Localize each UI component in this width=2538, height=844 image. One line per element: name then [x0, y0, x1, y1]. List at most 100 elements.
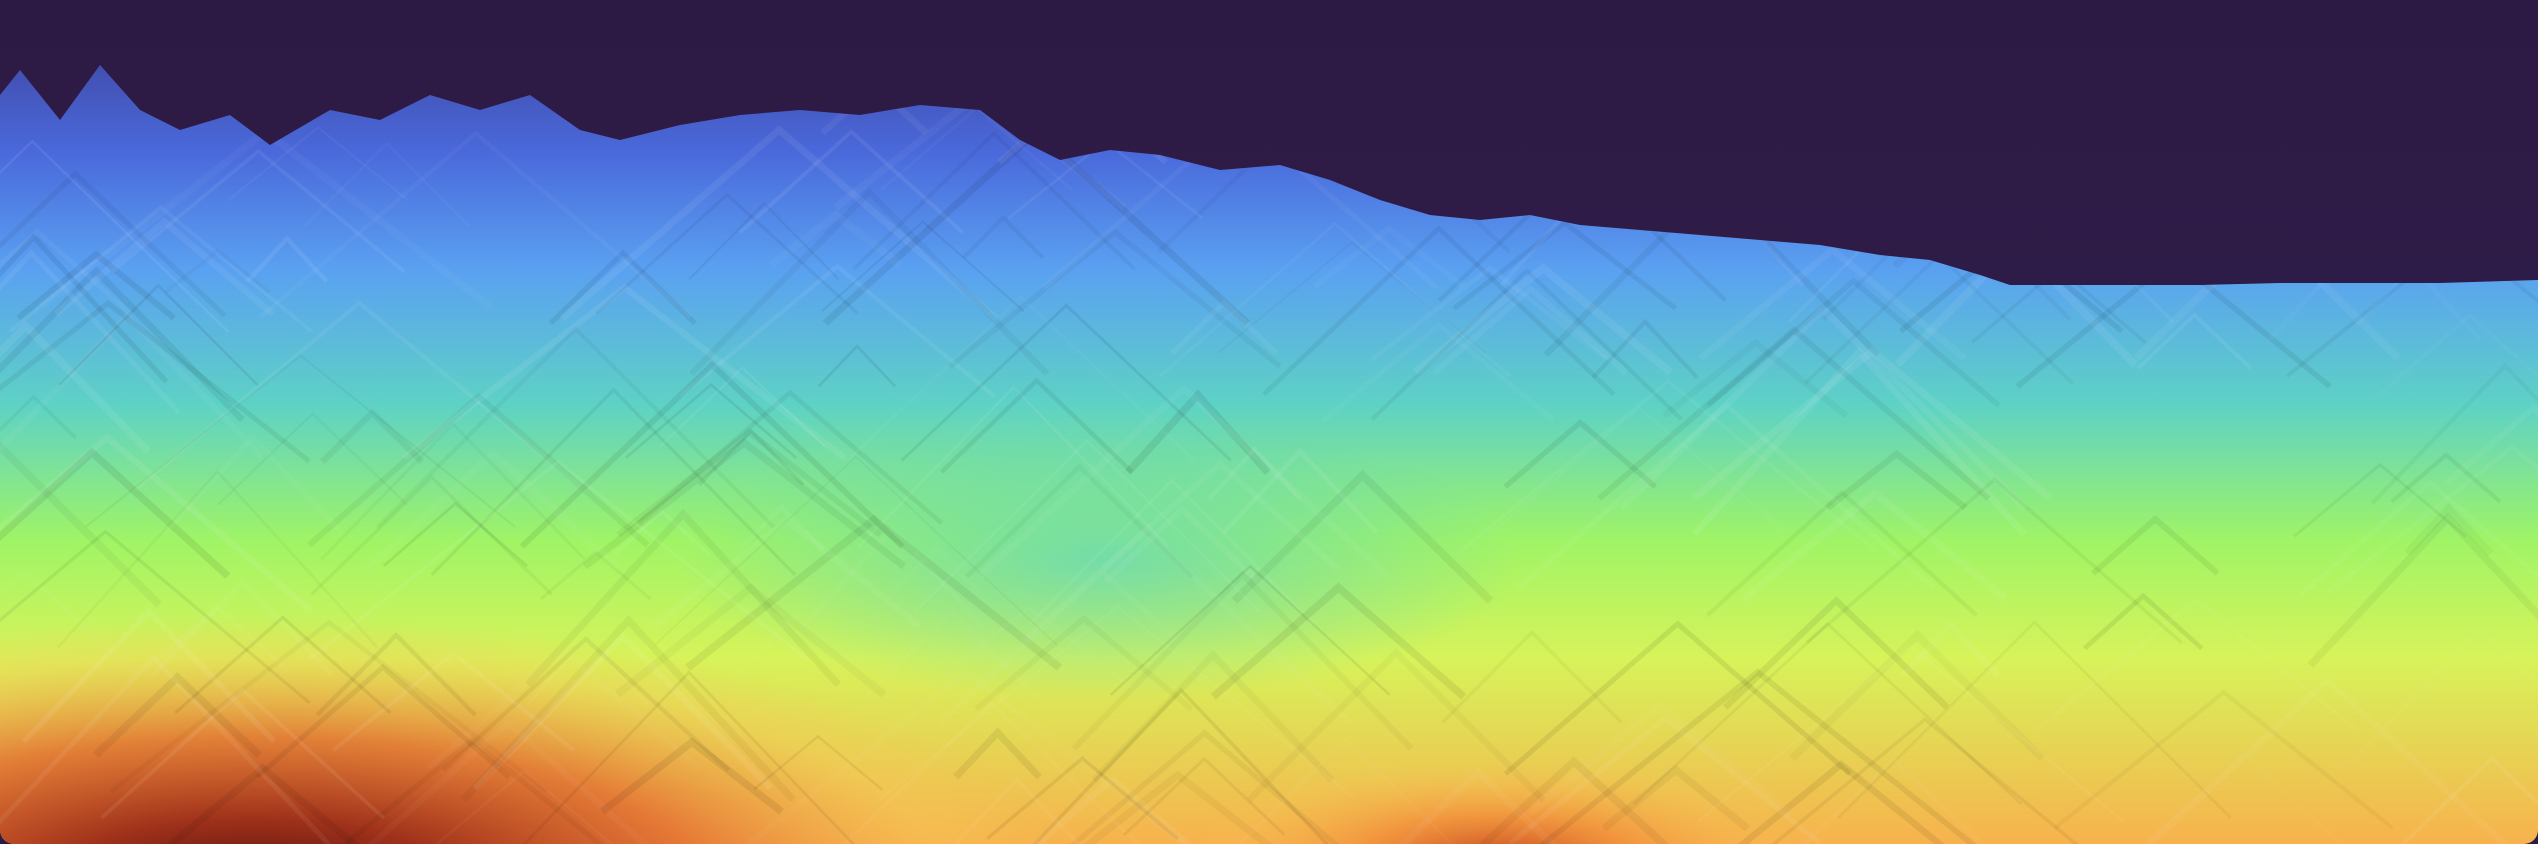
peak-streak — [821, 220, 1025, 312]
peak-streak — [2090, 515, 2220, 576]
peak-streak — [953, 727, 1042, 780]
peak-streak — [1741, 488, 2009, 602]
peak-streak — [1825, 449, 1968, 511]
peak-streak — [986, 756, 1179, 840]
peak-streak — [0, 394, 77, 440]
peak-streak — [1597, 325, 1991, 501]
peak-streak — [612, 508, 711, 557]
peak-streak — [131, 300, 587, 493]
peak-streak — [1706, 277, 2001, 408]
peak-streak — [1900, 620, 2002, 678]
peak-streak — [1003, 774, 1222, 844]
peak-streak — [1159, 221, 1511, 378]
peak-streak — [1231, 469, 1494, 604]
peak-streak — [1029, 478, 1315, 625]
peak-streak — [1370, 267, 1683, 421]
peak-streak — [1101, 459, 1340, 571]
peak-streak — [306, 459, 810, 662]
peak-streak — [600, 737, 784, 815]
peak-streak — [100, 687, 385, 820]
peak-streak — [53, 217, 275, 317]
peak-streak — [401, 283, 848, 461]
peak-streak — [310, 736, 635, 844]
peak-streak — [0, 228, 134, 317]
peak-streak — [519, 360, 905, 549]
peak-streak — [0, 249, 181, 414]
peak-streak — [93, 671, 262, 758]
peak-streak — [961, 214, 1045, 260]
peak-streak — [1763, 717, 2087, 844]
peak-streak — [939, 377, 1134, 474]
peak-streak — [737, 503, 826, 552]
peak-streak — [1083, 770, 1273, 844]
peak-streak — [151, 578, 334, 677]
peak-streak — [548, 249, 697, 326]
peak-streak — [595, 192, 859, 315]
peak-streak — [651, 516, 922, 629]
peak-streak — [460, 614, 797, 803]
peak-streak — [1618, 304, 2028, 511]
peak-streak — [0, 170, 227, 318]
peak-streak — [2307, 512, 2538, 668]
peak-streak — [1262, 225, 1616, 397]
peak-streak — [0, 447, 231, 579]
peak-streak — [753, 734, 883, 791]
peak-streak — [1169, 298, 1279, 356]
peak-streak — [57, 283, 259, 387]
peak-streak — [255, 663, 511, 779]
peak-streak — [947, 228, 1282, 369]
peak-streak — [16, 250, 176, 321]
peak-streak — [689, 187, 1050, 377]
peak-streak — [472, 631, 773, 791]
peak-streak — [1503, 419, 1658, 489]
peak-streak — [1125, 389, 1271, 475]
peak-streak — [913, 438, 1261, 614]
peak-streak — [2390, 452, 2502, 504]
peak-streak — [2082, 592, 2204, 651]
peak-streak — [636, 389, 944, 526]
peak-streak — [821, 700, 1162, 844]
peak-streak — [398, 769, 651, 844]
peak-streak — [1723, 596, 1950, 710]
peak-streak — [310, 474, 553, 596]
peak-streaks — [0, 81, 2538, 844]
peak-streak — [0, 529, 311, 705]
peak-streak — [829, 777, 1205, 844]
peak-streak — [1316, 766, 1640, 844]
peak-streak — [144, 763, 381, 844]
peak-streak — [1207, 445, 1302, 501]
peak-streak — [142, 604, 291, 674]
peak-streak — [1050, 729, 1359, 844]
peak-streak — [878, 605, 1357, 801]
peak-streak — [0, 320, 152, 455]
peak-streak — [8, 204, 313, 333]
peak-streak — [1601, 764, 1750, 832]
peak-streak — [1366, 756, 1781, 844]
peak-streak — [659, 366, 826, 448]
peak-streak — [1698, 245, 1967, 361]
peak-streak — [697, 428, 805, 486]
peak-streak — [1432, 284, 1629, 375]
peak-streak — [1222, 447, 1379, 535]
peak-streak — [1025, 687, 1336, 844]
peak-streak — [852, 130, 1136, 271]
peak-streak — [1210, 582, 1467, 700]
peak-streak — [1452, 219, 1678, 311]
peak-streak — [1491, 406, 1787, 533]
peak-streak — [678, 263, 996, 398]
peak-streak — [1109, 564, 1391, 696]
peak-streak — [1441, 629, 1623, 724]
peak-streak — [559, 125, 999, 322]
peak-streak — [1691, 346, 2053, 502]
peak-streak — [582, 438, 907, 570]
peak-streak — [1526, 668, 1989, 844]
peak-streak — [1591, 318, 1699, 379]
peak-streak — [174, 615, 392, 715]
peak-streak — [364, 448, 622, 572]
peak-streak — [307, 392, 650, 548]
peak-streak — [375, 325, 776, 529]
peak-streak — [688, 201, 840, 281]
peak-streak — [0, 139, 230, 333]
peak-streak — [1691, 346, 2027, 537]
